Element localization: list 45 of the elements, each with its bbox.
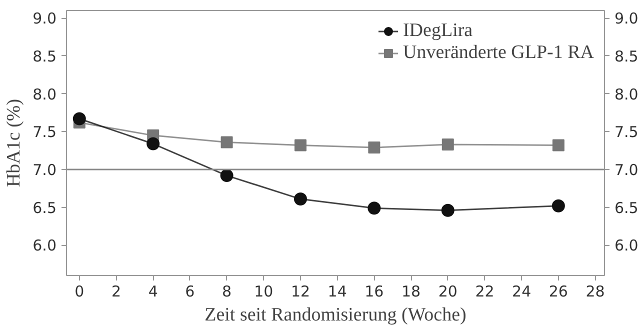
point xyxy=(146,137,160,150)
y2-tick-label: 7.0 xyxy=(614,161,638,179)
y-tick-label: 6.5 xyxy=(32,198,57,217)
point xyxy=(220,169,234,182)
x-tick-label: 4 xyxy=(148,282,158,300)
point xyxy=(72,112,86,126)
y-tick-label: 7.0 xyxy=(32,161,57,179)
point xyxy=(368,142,380,154)
y-axis-title: HbA1c (%) xyxy=(4,98,25,188)
y2-tick-label: 6.0 xyxy=(614,236,638,255)
y2-tick-label: 8.0 xyxy=(614,85,638,104)
x-tick-label: 24 xyxy=(512,282,532,300)
point xyxy=(552,199,565,212)
y-tick-label: 8.0 xyxy=(32,85,57,104)
x-tick-label: 14 xyxy=(328,282,347,300)
y-tick-label: 9.0 xyxy=(32,10,57,28)
x-tick-label: 18 xyxy=(402,282,421,300)
x-tick-label: 20 xyxy=(438,282,458,300)
y2-tick-label: 9.0 xyxy=(614,10,638,28)
x-tick-label: 2 xyxy=(111,282,122,300)
point xyxy=(442,138,454,151)
y-tick-label: 8.5 xyxy=(32,47,57,66)
y2-tick-label: 7.5 xyxy=(614,123,638,142)
x-tick-label: 22 xyxy=(475,282,494,300)
point xyxy=(552,139,564,152)
y-tick-label: 7.5 xyxy=(32,123,57,142)
point xyxy=(441,204,454,217)
x-tick-label: 12 xyxy=(290,282,310,300)
point xyxy=(294,139,306,152)
x-tick-label: 6 xyxy=(185,282,195,300)
legend-label: Unveränderte GLP-1 RA xyxy=(402,42,594,64)
point xyxy=(368,202,381,215)
legend-label: IDegLira xyxy=(402,20,473,42)
x-tick-label: 28 xyxy=(586,282,605,300)
y2-tick-label: 6.5 xyxy=(614,198,638,217)
x-tick-label: 8 xyxy=(222,282,232,300)
x-axis-title: Zeit seit Randomisierung (Woche) xyxy=(204,304,466,326)
y2-tick-label: 8.5 xyxy=(614,47,638,66)
x-tick-label: 16 xyxy=(364,282,384,300)
point xyxy=(220,136,233,148)
x-tick-label: 0 xyxy=(74,282,84,300)
y-tick-label: 6.0 xyxy=(32,236,57,255)
point xyxy=(294,192,307,206)
x-tick-label: 10 xyxy=(254,282,274,300)
x-tick-label: 26 xyxy=(548,282,568,300)
